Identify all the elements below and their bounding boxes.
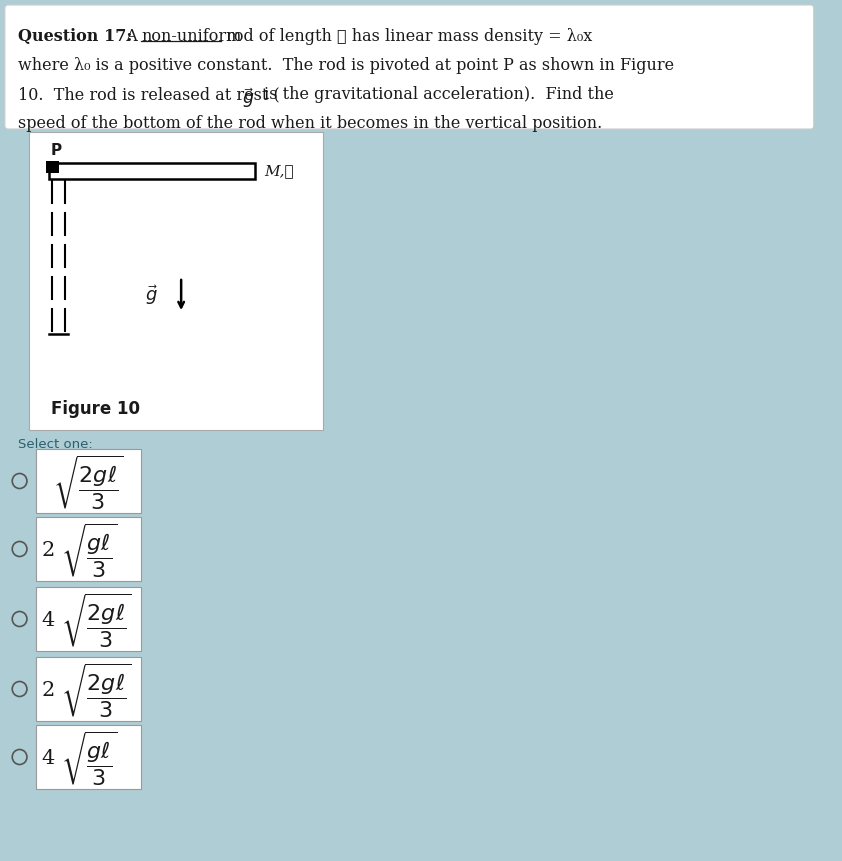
FancyBboxPatch shape (36, 587, 141, 651)
Text: is the gravitational acceleration).  Find the: is the gravitational acceleration). Find… (259, 86, 615, 103)
Text: $\sqrt{\dfrac{2g\ell}{3}}$: $\sqrt{\dfrac{2g\ell}{3}}$ (61, 662, 131, 720)
Text: 10.  The rod is released at rest (: 10. The rod is released at rest ( (18, 86, 280, 103)
Text: 2: 2 (41, 542, 55, 561)
Text: $\sqrt{\dfrac{g\ell}{3}}$: $\sqrt{\dfrac{g\ell}{3}}$ (61, 730, 117, 788)
Text: $\vec{g}$: $\vec{g}$ (146, 283, 158, 307)
FancyBboxPatch shape (36, 657, 141, 721)
Circle shape (13, 611, 27, 627)
FancyBboxPatch shape (36, 725, 141, 789)
FancyBboxPatch shape (29, 132, 323, 430)
Text: rod of length ℓ has linear mass density = λ₀x: rod of length ℓ has linear mass density … (221, 28, 593, 45)
Text: $\vec{g}$: $\vec{g}$ (242, 86, 254, 109)
Text: P: P (51, 143, 62, 158)
Text: Question 17:: Question 17: (18, 28, 132, 45)
Text: M,ℓ: M,ℓ (264, 164, 294, 178)
FancyBboxPatch shape (36, 449, 141, 513)
Text: non-uniform: non-uniform (141, 28, 242, 45)
FancyBboxPatch shape (5, 5, 813, 129)
Text: 4: 4 (41, 611, 55, 630)
Text: speed of the bottom of the rod when it becomes in the vertical position.: speed of the bottom of the rod when it b… (18, 115, 602, 132)
Text: $\sqrt{\dfrac{g\ell}{3}}$: $\sqrt{\dfrac{g\ell}{3}}$ (61, 522, 117, 580)
Text: $\sqrt{\dfrac{2g\ell}{3}}$: $\sqrt{\dfrac{2g\ell}{3}}$ (61, 592, 131, 650)
FancyBboxPatch shape (36, 517, 141, 581)
Text: Figure 10: Figure 10 (51, 400, 140, 418)
Text: A: A (115, 28, 142, 45)
Text: Select one:: Select one: (18, 438, 93, 451)
Circle shape (13, 542, 27, 556)
Circle shape (13, 474, 27, 488)
Circle shape (13, 749, 27, 765)
Text: where λ₀ is a positive constant.  The rod is pivoted at point P as shown in Figu: where λ₀ is a positive constant. The rod… (18, 57, 674, 74)
Bar (49, 163, 254, 179)
Text: 4: 4 (41, 749, 55, 769)
Text: $\sqrt{\dfrac{2g\ell}{3}}$: $\sqrt{\dfrac{2g\ell}{3}}$ (53, 454, 124, 512)
Circle shape (13, 682, 27, 697)
Text: 2: 2 (41, 682, 55, 701)
Bar (46, 161, 59, 173)
